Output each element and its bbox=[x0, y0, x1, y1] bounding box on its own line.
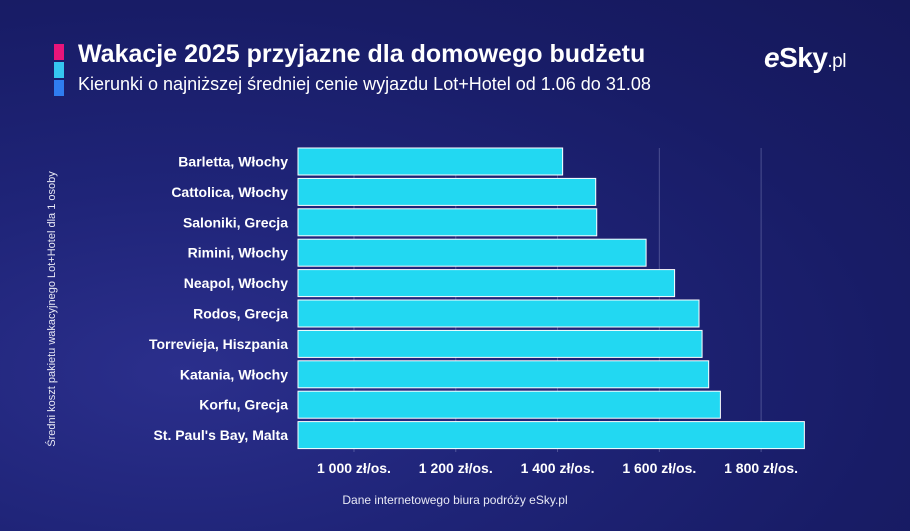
bar bbox=[297, 299, 700, 328]
accent-color-bars bbox=[54, 44, 64, 98]
accent-bar-blue bbox=[54, 80, 64, 96]
bar bbox=[297, 147, 564, 176]
bar bbox=[297, 360, 710, 389]
category-label: Saloniki, Grecja bbox=[183, 214, 288, 230]
category-label: St. Paul's Bay, Malta bbox=[153, 427, 288, 443]
category-label: Katania, Włochy bbox=[180, 366, 288, 382]
bar bbox=[297, 421, 805, 450]
x-tick-label: 1 200 zł/os. bbox=[419, 460, 493, 476]
category-label: Rodos, Grecja bbox=[193, 306, 288, 322]
chart-subtitle: Kierunki o najniższej średniej cenie wyj… bbox=[78, 74, 651, 94]
category-label: Barletta, Włochy bbox=[178, 154, 288, 170]
x-tick-label: 1 600 zł/os. bbox=[622, 460, 696, 476]
x-tick-label: 1 800 zł/os. bbox=[724, 460, 798, 476]
category-label: Torrevieja, Hiszpania bbox=[149, 336, 288, 352]
accent-bar-cyan bbox=[54, 62, 64, 78]
bar bbox=[297, 390, 721, 419]
accent-bar-pink bbox=[54, 44, 64, 60]
source-footer: Dane internetowego biura podróży eSky.pl bbox=[342, 493, 568, 507]
category-label: Neapol, Włochy bbox=[184, 275, 288, 291]
bar bbox=[297, 269, 676, 298]
x-tick-label: 1 000 zł/os. bbox=[317, 460, 391, 476]
bar bbox=[297, 177, 597, 206]
bar bbox=[297, 329, 703, 358]
chart-title: Wakacje 2025 przyjazne dla domowego budż… bbox=[78, 40, 646, 68]
category-label: Korfu, Grecja bbox=[199, 397, 288, 413]
esky-logo: eSky.pl bbox=[764, 42, 846, 73]
bar bbox=[297, 208, 598, 237]
bar bbox=[297, 238, 647, 267]
category-label: Rimini, Włochy bbox=[188, 245, 289, 261]
x-tick-label: 1 400 zł/os. bbox=[521, 460, 595, 476]
category-label: Cattolica, Włochy bbox=[171, 184, 288, 200]
